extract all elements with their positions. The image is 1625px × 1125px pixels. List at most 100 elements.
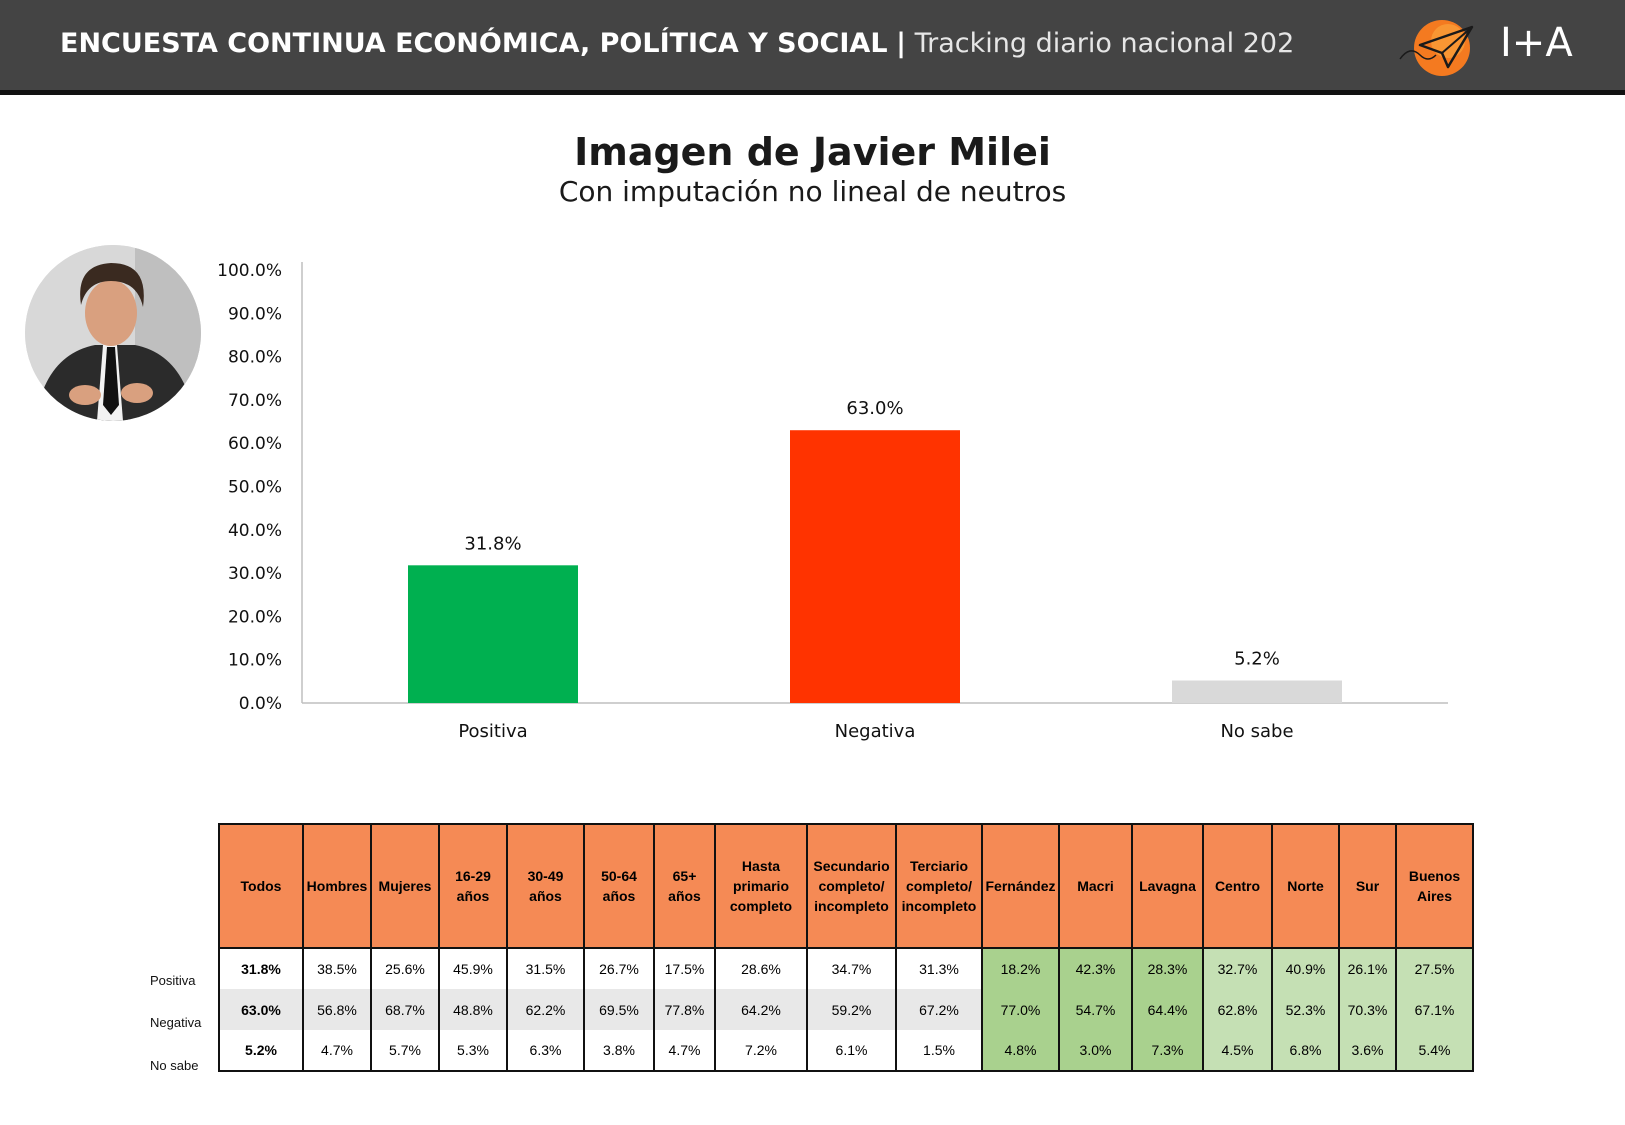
- table-cell: 68.7%: [370, 989, 440, 1030]
- table-cell: 5.4%: [1395, 1030, 1474, 1072]
- data-label: 5.2%: [1234, 648, 1280, 669]
- y-tick-label: 0.0%: [239, 694, 282, 714]
- table-cell: 67.1%: [1395, 989, 1474, 1030]
- table-header-cell: 30-49 años: [506, 823, 585, 949]
- table-cell: 5.3%: [438, 1030, 508, 1072]
- table-row-label-positiva: Positiva: [150, 973, 196, 988]
- bar-positiva: [408, 565, 578, 703]
- y-tick-label: 10.0%: [228, 651, 282, 671]
- table-header-text: Mujeres: [378, 878, 432, 894]
- table-header-text: años: [668, 888, 701, 904]
- table-cell: 7.3%: [1131, 1030, 1204, 1072]
- table-header-row: Todos Hombres Mujeres 16-29 años 30-49 años 50-…: [218, 823, 1474, 949]
- table-cell: 6.8%: [1271, 1030, 1340, 1072]
- table-header-text: 50-64: [601, 868, 637, 884]
- paper-plane-logo-icon: [1399, 20, 1474, 76]
- table-cell: 77.0%: [981, 989, 1060, 1030]
- table-cell: 17.5%: [653, 947, 716, 989]
- table-header-cell: Centro: [1202, 823, 1273, 949]
- header-title: ENCUESTA CONTINUA ECONÓMICA, POLÍTICA Y …: [60, 28, 1294, 59]
- table-header-cell: Norte: [1271, 823, 1340, 949]
- data-label: 31.8%: [464, 533, 521, 554]
- bar-chart: 0.0% 10.0% 20.0% 30.0% 40.0% 50.0% 60.0% 70.0% 8…: [217, 261, 1448, 742]
- table-header-cell: Lavagna: [1131, 823, 1204, 949]
- table-header-text: años: [529, 888, 562, 904]
- table-header-text: años: [602, 888, 636, 904]
- table-row: 5.2% 4.7% 5.7% 5.3% 6.3% 3.8% 4.7% 7.2% 6.1% 1.5%…: [218, 1030, 1474, 1072]
- table-header-text: 16-29: [455, 868, 491, 884]
- header-title-main: ENCUESTA CONTINUA ECONÓMICA, POLÍTICA Y …: [60, 28, 888, 59]
- table-header-text: Hasta: [741, 858, 781, 874]
- table-cell: 34.7%: [806, 947, 897, 989]
- table-header-cell: 16-29 años: [438, 823, 508, 949]
- table-cell: 6.1%: [806, 1030, 897, 1072]
- bar-no-sabe: [1172, 680, 1342, 703]
- table-header-cell: Hombres: [302, 823, 372, 949]
- header-bar: ENCUESTA CONTINUA ECONÓMICA, POLÍTICA Y …: [0, 0, 1625, 95]
- crosstab-table: Todos Hombres Mujeres 16-29 años 30-49 años 50-…: [218, 823, 1474, 1072]
- y-tick-label: 60.0%: [228, 434, 282, 454]
- y-tick-label: 50.0%: [228, 478, 282, 498]
- table-cell: 4.7%: [653, 1030, 716, 1072]
- table-header-cell: Mujeres: [370, 823, 440, 949]
- table-row-label-nosabe: No sabe: [150, 1058, 199, 1073]
- table-cell: 28.6%: [714, 947, 808, 989]
- table-cell: 59.2%: [806, 989, 897, 1030]
- table-cell: 25.6%: [370, 947, 440, 989]
- table-header-text: Terciario: [909, 858, 969, 874]
- table-header-text: Norte: [1287, 878, 1324, 894]
- table-cell: 67.2%: [895, 989, 983, 1030]
- table-cell: 3.6%: [1338, 1030, 1397, 1072]
- table-cell: 32.7%: [1202, 947, 1273, 989]
- table-cell: 7.2%: [714, 1030, 808, 1072]
- y-tick-label: 80.0%: [228, 348, 282, 368]
- table-cell: 52.3%: [1271, 989, 1340, 1030]
- table-header-cell: 65+ años: [653, 823, 716, 949]
- table-cell: 28.3%: [1131, 947, 1204, 989]
- table-header-text: Hombres: [306, 878, 368, 894]
- y-tick-label: 100.0%: [217, 261, 282, 281]
- table-header-text: 65+: [672, 868, 697, 884]
- table-header-text: primario: [732, 878, 789, 894]
- table-cell: 26.7%: [583, 947, 655, 989]
- table-cell: 4.7%: [302, 1030, 372, 1072]
- table-header-text: Aires: [1416, 888, 1453, 904]
- table-header-text: incompleto: [901, 898, 977, 914]
- header-separator: |: [896, 28, 906, 59]
- table-header-text: años: [456, 888, 490, 904]
- table-header-text: completo: [729, 898, 793, 914]
- y-tick-label: 70.0%: [228, 391, 282, 411]
- table-cell: 62.2%: [506, 989, 585, 1030]
- table-cell: 18.2%: [981, 947, 1060, 989]
- table-cell: 5.2%: [218, 1030, 304, 1072]
- table-header-cell: Fernández: [981, 823, 1060, 949]
- table-header-cell: Todos: [218, 823, 304, 949]
- table-header-cell: Macri: [1058, 823, 1133, 949]
- y-tick-label: 20.0%: [228, 607, 282, 627]
- table-row: 63.0% 56.8% 68.7% 48.8% 62.2% 69.5% 77.8% 64.2%…: [218, 989, 1474, 1030]
- person-portrait-icon: [25, 245, 201, 421]
- table-cell: 70.3%: [1338, 989, 1397, 1030]
- table-cell: 1.5%: [895, 1030, 983, 1072]
- table-cell: 4.5%: [1202, 1030, 1273, 1072]
- x-category-label: Positiva: [458, 721, 527, 742]
- chart-title: Imagen de Javier Milei: [574, 130, 1051, 174]
- brand-logo-text: I+A: [1500, 20, 1573, 66]
- table-cell: 54.7%: [1058, 989, 1133, 1030]
- table-cell: 6.3%: [506, 1030, 585, 1072]
- table-header-text: Fernández: [985, 878, 1056, 894]
- table-cell: 63.0%: [218, 989, 304, 1030]
- table-header-text: Buenos: [1408, 868, 1461, 884]
- table-cell: 3.8%: [583, 1030, 655, 1072]
- table-row: 31.8% 38.5% 25.6% 45.9% 31.5% 26.7% 17.5% 28.6%…: [218, 947, 1474, 989]
- y-tick-label: 90.0%: [228, 304, 282, 324]
- table-cell: 42.3%: [1058, 947, 1133, 989]
- table-cell: 38.5%: [302, 947, 372, 989]
- table-header-text: completo/: [905, 878, 973, 894]
- table-header-text: Todos: [240, 878, 282, 894]
- table-header-cell: Hasta primario completo: [714, 823, 808, 949]
- table-header-text: Macri: [1077, 878, 1114, 894]
- table-header-cell: Buenos Aires: [1395, 823, 1474, 949]
- table-cell: 45.9%: [438, 947, 508, 989]
- table-cell: 77.8%: [653, 989, 716, 1030]
